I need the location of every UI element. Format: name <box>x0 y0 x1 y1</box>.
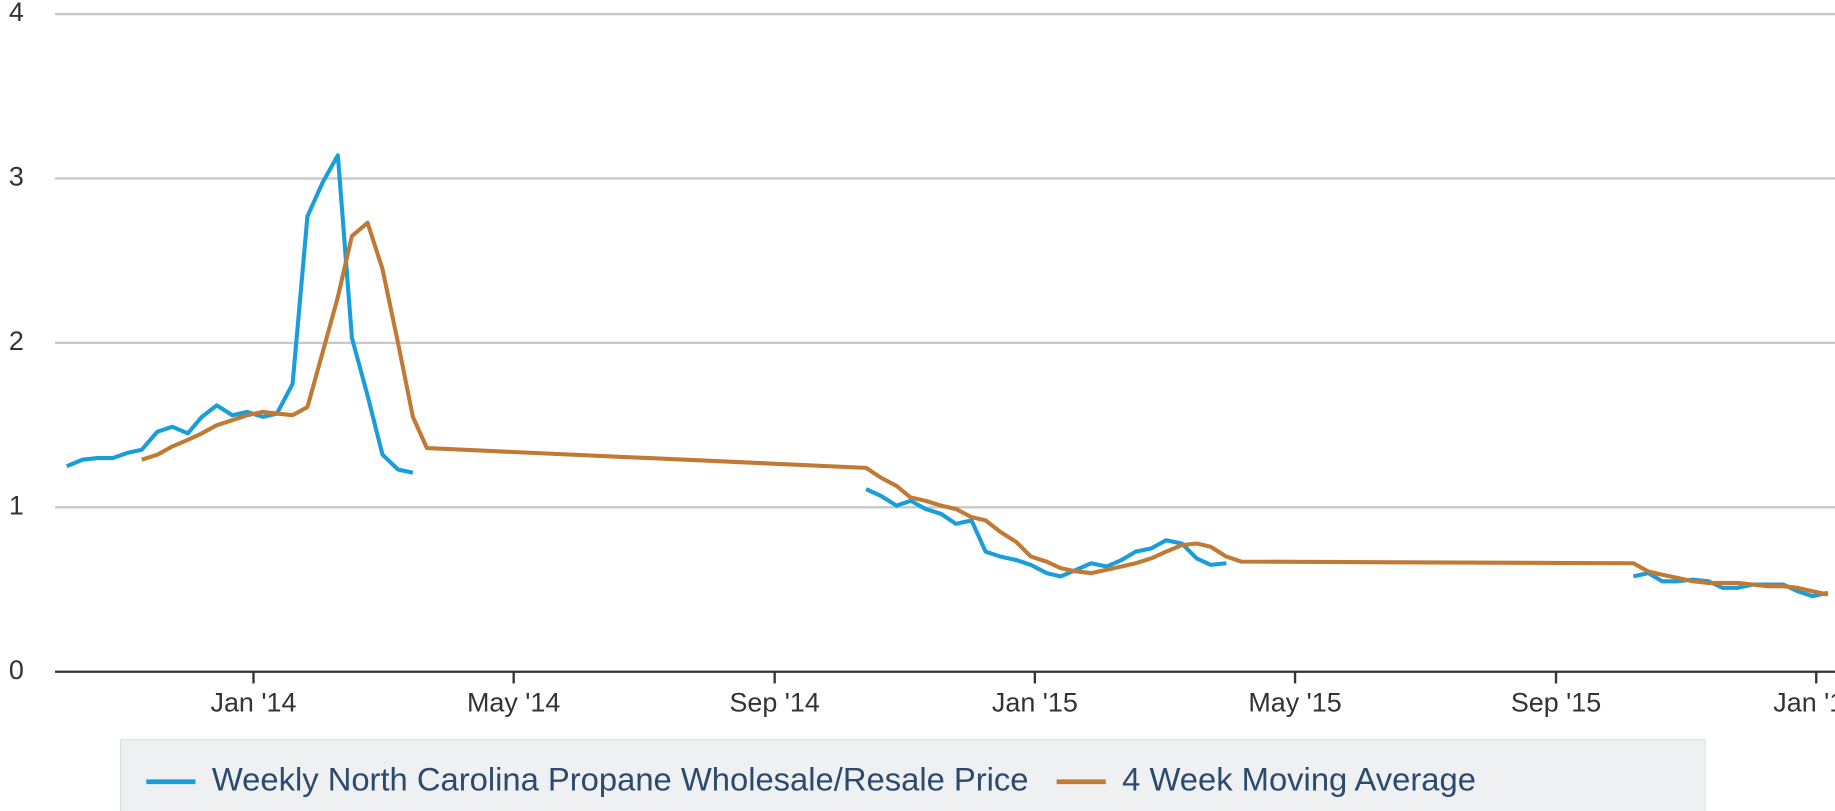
x-tick-label: Jan '15 <box>992 688 1078 718</box>
x-tick-label: Jan '16 <box>1773 688 1835 718</box>
y-tick-label: 4 <box>9 0 24 27</box>
x-tick-label: Sep '14 <box>729 688 819 718</box>
x-tick-label: May '14 <box>467 688 560 718</box>
legend-box <box>119 739 1706 811</box>
series-line <box>65 153 1829 599</box>
y-tick-label: 3 <box>9 162 24 192</box>
legend-label: Weekly North Carolina Propane Wholesale/… <box>212 760 1029 797</box>
y-tick-label: 0 <box>9 655 24 685</box>
y-tick-label: 1 <box>9 490 24 520</box>
series-line <box>141 220 1829 597</box>
x-tick-label: Sep '15 <box>1511 688 1601 718</box>
x-tick-label: Jan '14 <box>211 688 297 718</box>
x-tick-label: May '15 <box>1248 688 1341 718</box>
legend-label: 4 Week Moving Average <box>1122 760 1476 797</box>
y-tick-label: 2 <box>9 326 24 356</box>
